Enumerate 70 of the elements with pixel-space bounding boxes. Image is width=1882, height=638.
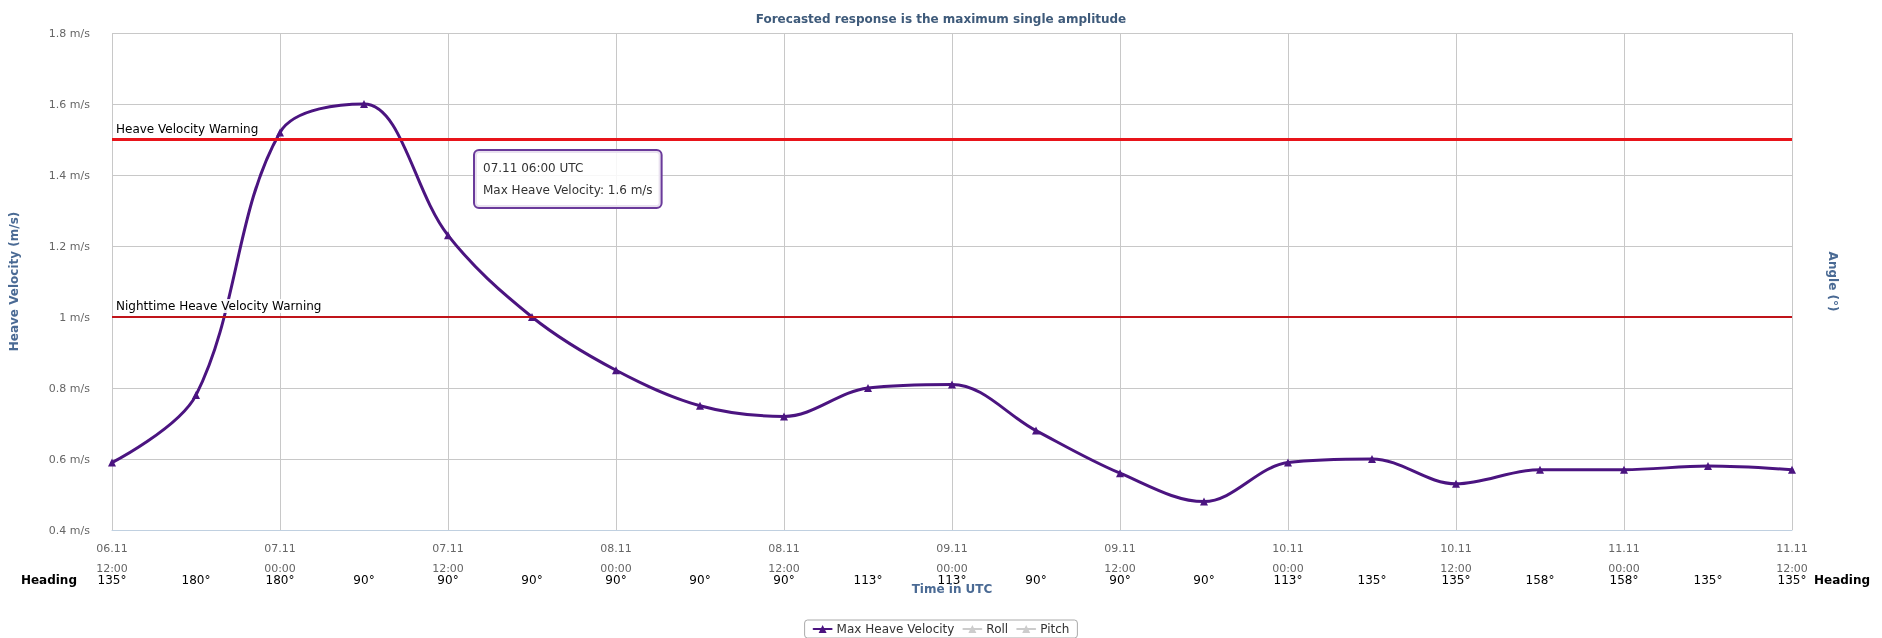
text: Heading bbox=[1814, 573, 1871, 587]
ref-line-label: Heave Velocity Warning bbox=[116, 121, 259, 136]
y2-axis-title: Angle (°) bbox=[1826, 251, 1840, 312]
text: 90° bbox=[773, 573, 795, 587]
x-tick-label: 08.11 12:00 bbox=[768, 541, 800, 575]
x-tick-label: 07.11 00:00 bbox=[264, 541, 296, 575]
point bbox=[1032, 426, 1040, 435]
text: 135° bbox=[1441, 573, 1471, 587]
point bbox=[444, 231, 452, 240]
text: 90° bbox=[1109, 573, 1131, 587]
point bbox=[1116, 469, 1124, 478]
point bbox=[696, 401, 704, 410]
point bbox=[1452, 479, 1460, 488]
x-tick-label: 10.11 12:00 bbox=[1440, 541, 1472, 575]
text: 158° bbox=[1525, 573, 1555, 587]
text: 90° bbox=[1025, 573, 1047, 587]
text: 135° bbox=[1693, 573, 1723, 587]
point bbox=[276, 128, 284, 137]
annotation: 07.11 06:00 UTC Max Heave Velocity: 1.6 m/s bbox=[483, 161, 653, 197]
x-tick-label: 09.11 12:00 bbox=[1104, 541, 1136, 575]
point bbox=[780, 412, 788, 421]
point bbox=[1536, 465, 1544, 474]
point bbox=[108, 458, 116, 467]
text: 90° bbox=[689, 573, 711, 587]
legend-label: Roll bbox=[986, 622, 1009, 636]
legend-label: Pitch bbox=[1040, 622, 1070, 636]
text: 90° bbox=[353, 573, 375, 587]
y-tick-label: 0.6 m/s bbox=[48, 452, 91, 466]
text: 90° bbox=[605, 573, 627, 587]
point bbox=[1620, 465, 1628, 474]
x-tick-label: 11.11 00:00 bbox=[1608, 541, 1640, 575]
text: 158° bbox=[1609, 573, 1639, 587]
y-tick-label: 0.4 m/s bbox=[48, 523, 91, 537]
x-tick-label: 11.11 12:00 bbox=[1776, 541, 1808, 575]
point bbox=[1368, 455, 1376, 463]
x-tick-label: 09.11 00:00 bbox=[936, 541, 968, 575]
text: 180° bbox=[181, 573, 211, 587]
y-tick-label: 1 m/s bbox=[59, 310, 91, 324]
y-axis-title: Heave Velocity (m/s) bbox=[7, 211, 21, 352]
point bbox=[1284, 458, 1292, 467]
text: Heading bbox=[20, 573, 77, 587]
y-tick-label: 1.6 m/s bbox=[48, 97, 91, 111]
point bbox=[864, 384, 872, 392]
x-tick-label: 08.11 00:00 bbox=[600, 541, 632, 575]
text: 135° bbox=[97, 573, 127, 587]
text: 90° bbox=[437, 573, 459, 587]
y-tick-label: 0.8 m/s bbox=[48, 381, 91, 395]
x-tick-label: 06.11 12:00 bbox=[96, 541, 128, 575]
point bbox=[1200, 497, 1208, 506]
text: 113° bbox=[853, 573, 883, 587]
x-tick-label: 10.11 00:00 bbox=[1272, 541, 1304, 575]
point bbox=[192, 391, 200, 400]
text: 113° bbox=[1273, 573, 1303, 587]
point bbox=[948, 380, 956, 389]
point bbox=[1704, 462, 1712, 471]
text: 90° bbox=[521, 573, 543, 587]
text: 135° bbox=[1357, 573, 1387, 587]
y-tick-label: 1.2 m/s bbox=[48, 239, 91, 253]
ref-line-label: Nighttime Heave Velocity Warning bbox=[116, 299, 322, 313]
chart-title: Forecasted response is the maximum single amplitude bbox=[755, 12, 1127, 26]
x-tick-label: 07.11 12:00 bbox=[432, 541, 464, 575]
point bbox=[612, 366, 620, 375]
text: 135° bbox=[1777, 573, 1807, 587]
point bbox=[1788, 465, 1796, 474]
text: 90° bbox=[1193, 573, 1215, 587]
y-tick-label: 1.8 m/s bbox=[48, 26, 91, 40]
legend-label: Max Heave Velocity bbox=[836, 622, 955, 636]
point bbox=[360, 100, 368, 108]
y-tick-label: 1.4 m/s bbox=[48, 168, 91, 182]
text: 180° bbox=[265, 573, 295, 587]
